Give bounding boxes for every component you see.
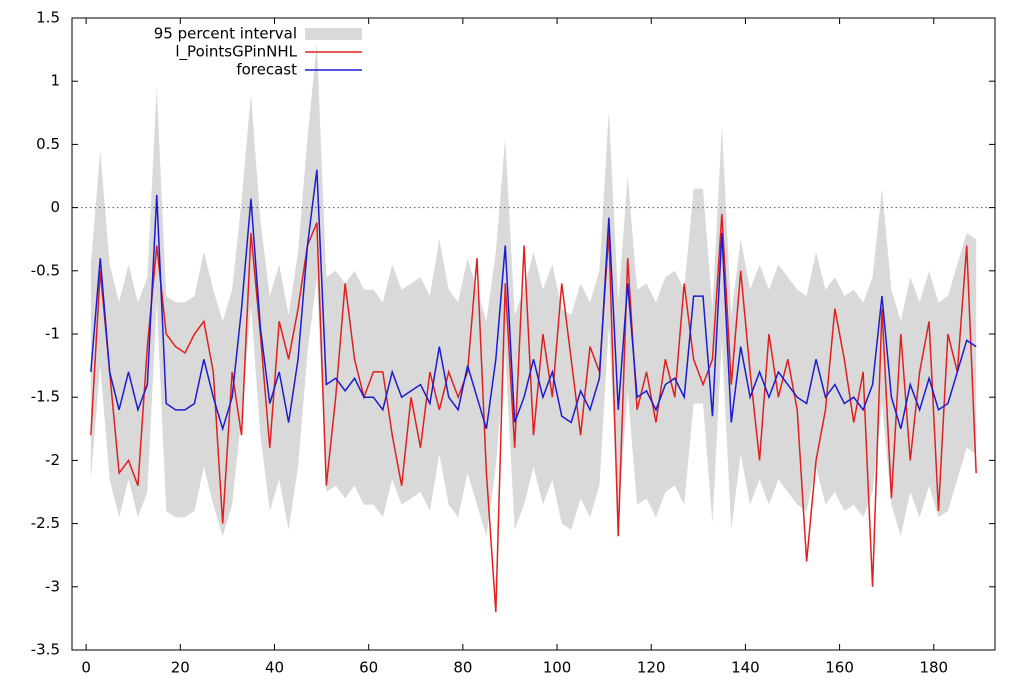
- y-tick-label: -2.5: [31, 514, 60, 532]
- x-tick-label: 140: [731, 659, 760, 677]
- y-tick-label: -0.5: [31, 261, 60, 279]
- x-tick-label: 40: [265, 659, 284, 677]
- x-tick-label: 120: [637, 659, 666, 677]
- legend-label: forecast: [236, 61, 297, 79]
- legend-swatch: [305, 28, 362, 40]
- y-tick-label: 0.5: [36, 135, 60, 153]
- x-tick-label: 20: [171, 659, 190, 677]
- series-line: [90, 213, 977, 613]
- x-tick-label: 180: [919, 659, 948, 677]
- y-tick-label: -3: [45, 577, 60, 595]
- x-tick-label: 0: [81, 659, 91, 677]
- y-tick-label: 0: [50, 198, 60, 216]
- legend-label: 95 percent interval: [154, 25, 297, 43]
- x-tick-label: 60: [359, 659, 378, 677]
- interval-band: [90, 43, 977, 537]
- series-line: [90, 169, 977, 432]
- x-tick-label: 160: [825, 659, 854, 677]
- y-tick-label: 1.5: [36, 9, 60, 27]
- x-tick-label: 80: [453, 659, 472, 677]
- y-tick-label: -1: [45, 325, 60, 343]
- y-tick-label: -3.5: [31, 641, 60, 659]
- x-tick-label: 100: [543, 659, 572, 677]
- y-tick-label: -1.5: [31, 388, 60, 406]
- y-tick-label: 1: [50, 72, 60, 90]
- y-tick-label: -2: [45, 451, 60, 469]
- legend-label: l_PointsGPinNHL: [175, 43, 297, 62]
